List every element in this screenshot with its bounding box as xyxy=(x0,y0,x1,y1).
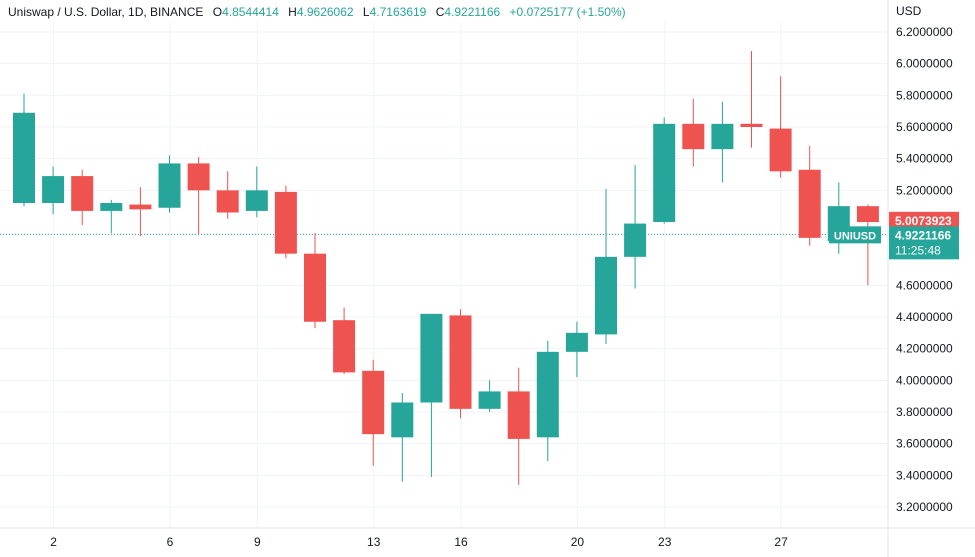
price-axis-title: USD xyxy=(896,4,922,18)
x-tick-label: 23 xyxy=(658,535,672,549)
x-tick-label: 6 xyxy=(167,535,174,549)
symbol-tag-label: UNIUSD xyxy=(834,230,876,242)
marker-price-badge xyxy=(889,211,959,229)
candle-body[interactable] xyxy=(71,176,94,211)
y-tick-label: 6.0000000 xyxy=(896,57,953,71)
candle-body[interactable] xyxy=(565,332,588,352)
symbol-title: Uniswap / U.S. Dollar, 1D, BINANCE xyxy=(8,5,204,19)
last-price-badge xyxy=(889,226,959,260)
low-value: 4.7163619 xyxy=(369,5,427,19)
y-tick-label: 5.4000000 xyxy=(896,152,953,166)
y-tick-label: 4.6000000 xyxy=(896,278,953,292)
y-tick-label: 5.8000000 xyxy=(896,88,953,102)
candle-body[interactable] xyxy=(653,123,676,222)
candle-body[interactable] xyxy=(245,190,268,211)
candle-body[interactable] xyxy=(740,123,763,127)
candle-body[interactable] xyxy=(42,176,65,203)
high-value: 4.9626062 xyxy=(296,5,354,19)
candle-body[interactable] xyxy=(856,206,879,222)
close-label: C xyxy=(435,5,445,19)
candle-body[interactable] xyxy=(100,203,123,211)
last-price-value: 4.9221166 xyxy=(895,228,951,242)
candle-body[interactable] xyxy=(187,163,210,191)
x-tick-label: 13 xyxy=(367,535,381,549)
candle-body[interactable] xyxy=(13,112,35,203)
high-label: H xyxy=(288,5,297,19)
candle-body[interactable] xyxy=(595,256,617,335)
marker-price-value: 5.0073923 xyxy=(895,214,952,228)
y-tick-label: 6.2000000 xyxy=(896,25,953,39)
chart-header: Uniswap / U.S. Dollar, 1D, BINANCE O4.85… xyxy=(8,5,626,19)
candle-body[interactable] xyxy=(682,123,705,150)
low-label: L xyxy=(362,5,370,19)
y-tick-label: 3.8000000 xyxy=(896,405,953,419)
x-tick-label: 20 xyxy=(571,535,585,549)
candle-body[interactable] xyxy=(333,320,356,373)
candle-body[interactable] xyxy=(216,190,239,213)
candle-body[interactable] xyxy=(304,253,326,322)
x-tick-label: 27 xyxy=(774,535,788,549)
y-tick-label: 5.2000000 xyxy=(896,183,953,197)
open-value: 4.8544414 xyxy=(222,5,279,19)
candle-body[interactable] xyxy=(478,391,501,409)
x-tick-label: 16 xyxy=(454,535,468,549)
candle-body[interactable] xyxy=(274,191,297,254)
candle-body[interactable] xyxy=(362,370,385,435)
candle-body[interactable] xyxy=(391,402,414,438)
x-tick-label: 9 xyxy=(254,535,261,549)
candle-body[interactable] xyxy=(798,169,821,238)
candle-body[interactable] xyxy=(507,391,530,439)
candle-body[interactable] xyxy=(129,204,152,210)
candle-body[interactable] xyxy=(624,223,647,257)
open-label: O xyxy=(212,5,223,19)
y-tick-label: 3.4000000 xyxy=(896,468,953,482)
change-value: +0.0725177 (+1.50%) xyxy=(509,5,626,19)
candle-body[interactable] xyxy=(158,163,181,208)
candle-body[interactable] xyxy=(769,128,792,172)
candle-body[interactable] xyxy=(711,123,734,150)
y-tick-label: 3.2000000 xyxy=(896,500,953,514)
y-tick-label: 4.0000000 xyxy=(896,373,953,387)
symbol-tag xyxy=(829,226,881,244)
countdown-timer: 11:25:48 xyxy=(895,243,941,257)
y-tick-label: 4.2000000 xyxy=(896,342,953,356)
y-tick-label: 3.6000000 xyxy=(896,437,953,451)
y-tick-label: 5.6000000 xyxy=(896,120,953,134)
candle-body[interactable] xyxy=(420,313,443,403)
y-tick-label: 4.4000000 xyxy=(896,310,953,324)
candle-body[interactable] xyxy=(536,351,559,438)
candle-body[interactable] xyxy=(449,315,472,409)
x-tick-label: 2 xyxy=(50,535,57,549)
close-value: 4.9221166 xyxy=(444,5,501,19)
